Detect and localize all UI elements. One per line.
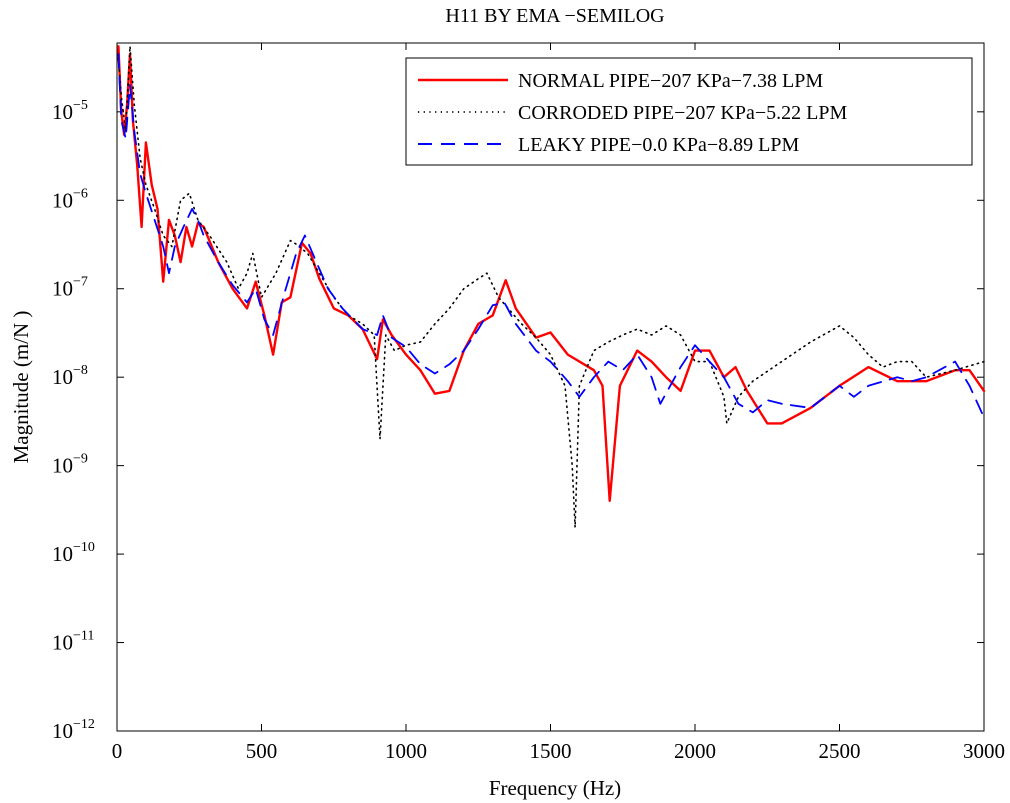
y-tick-label: 10−10 — [52, 540, 95, 566]
x-tick-label: 2000 — [674, 739, 716, 763]
x-tick-label: 1000 — [385, 739, 427, 763]
y-tick-label: 10−5 — [52, 98, 88, 124]
y-tick-label: 10−11 — [52, 629, 94, 655]
legend-label-1: NORMAL PIPE−207 KPa−7.38 LPM — [518, 70, 823, 92]
y-tick-labels: 10−12 10−11 10−10 10−9 10−8 10−7 10−6 10−5 — [52, 98, 95, 743]
series-line-2 — [117, 45, 985, 529]
y-tick-label: 10−7 — [52, 275, 88, 301]
y-tick-label: 10−8 — [52, 363, 88, 389]
legend: NORMAL PIPE−207 KPa−7.38 LPM CORRODED PIP… — [405, 57, 973, 166]
x-tick-label: 0 — [112, 739, 123, 763]
x-tick-labels: 0 500 1000 1500 2000 2500 3000 — [112, 739, 1005, 763]
series-layer — [117, 45, 986, 529]
x-tick-label: 500 — [246, 739, 278, 763]
legend-box — [405, 57, 973, 166]
y-axis-label: Magnitude (m/N ) — [9, 311, 33, 464]
axis-ticks — [116, 43, 985, 732]
legend-label-2: CORRODED PIPE−207 KPa−5.22 LPM — [518, 102, 847, 124]
y-tick-label: 10−6 — [52, 186, 88, 212]
series-line-1 — [117, 45, 986, 502]
x-tick-label: 3000 — [963, 739, 1005, 763]
x-axis-label: Frequency (Hz) — [489, 776, 621, 800]
legend-label-3: LEAKY PIPE−0.0 KPa−8.89 LPM — [518, 134, 799, 156]
legend-entries: NORMAL PIPE−207 KPa−7.38 LPM CORRODED PIP… — [418, 70, 847, 156]
y-tick-label: 10−12 — [52, 717, 95, 743]
y-tick-label: 10−9 — [52, 452, 88, 478]
x-tick-label: 2500 — [819, 739, 861, 763]
x-tick-label: 1500 — [530, 739, 572, 763]
chart-title: H11 BY EMA −SEMILOG — [445, 5, 664, 27]
